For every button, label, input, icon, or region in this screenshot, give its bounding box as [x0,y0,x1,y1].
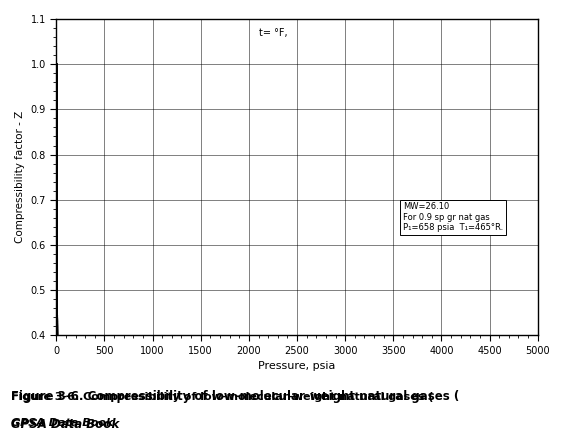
Text: GPSA Data Book: GPSA Data Book [11,418,114,428]
Text: t= °F,: t= °F, [259,28,287,39]
Text: MW=26.10
For 0.9 sp gr nat gas
P₁=658 psia  T₁=465°R.: MW=26.10 For 0.9 sp gr nat gas P₁=658 ps… [403,202,503,232]
Text: Figure 3-6. Compressibility of low-molecular-weight natural gases (: Figure 3-6. Compressibility of low-molec… [11,392,434,402]
Text: GPSA Data Book: GPSA Data Book [11,418,120,432]
Y-axis label: Compressibility factor - Z: Compressibility factor - Z [15,111,25,243]
X-axis label: Pressure, psia: Pressure, psia [258,361,336,371]
Text: Figure 3-6. Compressibility of low-molecular-weight natural gases (: Figure 3-6. Compressibility of low-molec… [11,389,459,403]
